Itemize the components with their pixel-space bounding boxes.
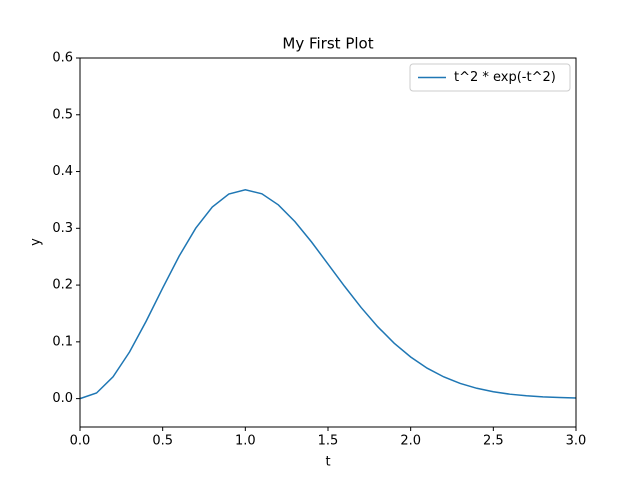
legend-box [409,63,571,92]
legend-label: t^2 * exp(-t^2) [454,70,556,85]
line-series [79,188,577,400]
x-tick-label: 3.0 [566,434,587,449]
x-tick-label: 2.5 [483,434,504,449]
y-tick-label: 0.0 [52,391,73,406]
x-tick-label: 0.0 [70,434,91,449]
y-tick-label: 0.2 [52,278,73,293]
chart-title: My First Plot [282,35,373,53]
y-tick-label: 0.1 [52,334,73,349]
x-tick-label: 1.5 [318,434,339,449]
y-tick-label: 0.6 [52,51,73,66]
y-tick-label: 0.3 [52,221,73,236]
x-tick-label: 1.0 [235,434,256,449]
x-axis-label: t [325,455,330,470]
y-axis-label: y [29,238,44,246]
plot-frame [79,57,577,428]
x-tick-label: 0.5 [152,434,173,449]
y-tick-label: 0.5 [52,107,73,122]
y-tick-label: 0.4 [52,164,73,179]
x-tick-label: 2.0 [400,434,421,449]
